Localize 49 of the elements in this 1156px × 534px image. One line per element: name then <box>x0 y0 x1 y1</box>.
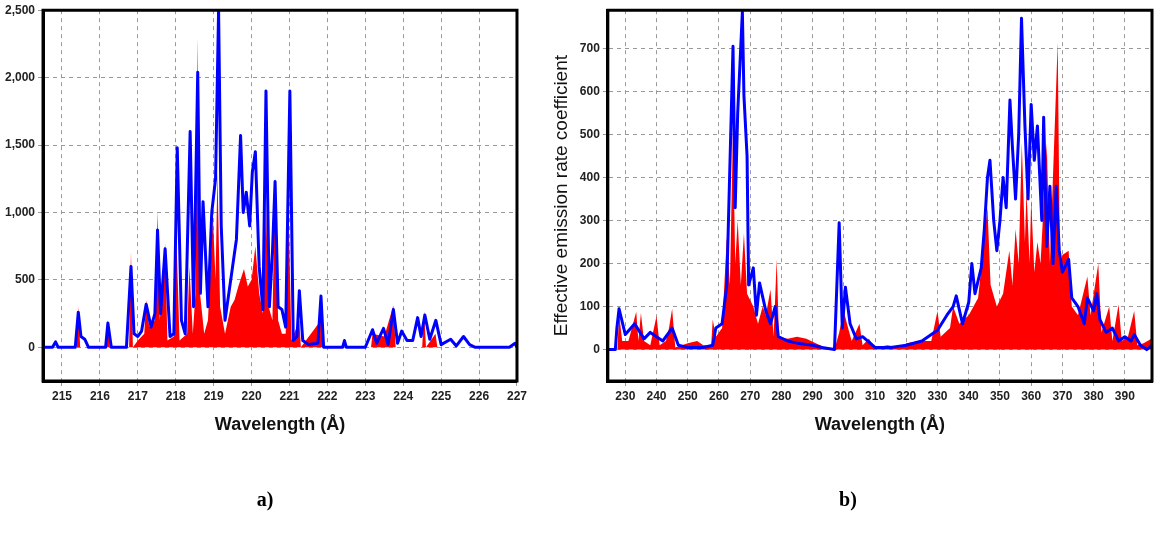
x-tick-label: 330 <box>927 388 948 403</box>
y-tick-label: 200 <box>579 255 601 270</box>
x-tick-label: 270 <box>740 388 761 403</box>
y-tick-label: 0 <box>28 339 36 354</box>
x-tick-label: 290 <box>802 388 823 403</box>
x-tick-label: 222 <box>317 388 338 403</box>
x-tick-label: 216 <box>89 388 111 403</box>
y-tick-label: 2,000 <box>5 69 36 84</box>
x-tick-label: 340 <box>958 388 980 403</box>
x-tick-label: 219 <box>203 388 224 403</box>
y-tick-label: 400 <box>579 169 601 184</box>
y-axis-title: Effective emission rate coefficient <box>549 54 571 337</box>
y-tick-label: 1,000 <box>5 204 36 219</box>
x-tick-label: 221 <box>279 388 300 403</box>
x-tick-label: 300 <box>833 388 855 403</box>
y-tick-label: 500 <box>15 272 36 287</box>
x-tick-label: 360 <box>1021 388 1042 403</box>
y-tick-label: 700 <box>579 40 601 55</box>
x-tick-label: 250 <box>677 388 699 403</box>
y-tick-label: 600 <box>579 83 601 98</box>
x-tick-label: 230 <box>615 388 636 403</box>
x-tick-label: 380 <box>1083 388 1104 403</box>
x-tick-label: 240 <box>646 388 667 403</box>
x-tick-label: 218 <box>165 388 187 403</box>
x-tick-label: 280 <box>771 388 792 403</box>
x-tick-label: 217 <box>127 388 149 403</box>
x-tick-label: 390 <box>1114 388 1136 403</box>
x-tick-label: 320 <box>896 388 917 403</box>
x-tick-label: 220 <box>241 388 262 403</box>
x-tick-label: 225 <box>431 388 452 403</box>
x-tick-label: 350 <box>989 388 1011 403</box>
x-tick-label: 215 <box>51 388 73 403</box>
y-tick-label: 500 <box>579 126 601 141</box>
y-tick-label: 100 <box>579 298 601 313</box>
y-tick-label: 0 <box>593 341 601 356</box>
text: b) <box>838 488 858 511</box>
x-tick-label: 260 <box>708 388 730 403</box>
x-tick-label: 223 <box>355 388 376 403</box>
y-tick-label: 1,500 <box>5 137 36 152</box>
x-tick-label: 227 <box>506 388 528 403</box>
y-tick-label: 300 <box>579 212 601 227</box>
x-tick-label: 224 <box>393 388 414 403</box>
x-axis-title: Wavelength (Å) <box>814 414 946 435</box>
y-tick-label: 2,500 <box>5 2 36 17</box>
text: a) <box>255 488 275 511</box>
x-axis-title: Wavelength (Å) <box>214 414 346 435</box>
x-tick-label: 226 <box>469 388 490 403</box>
x-tick-label: 370 <box>1052 388 1073 403</box>
x-tick-label: 310 <box>865 388 886 403</box>
